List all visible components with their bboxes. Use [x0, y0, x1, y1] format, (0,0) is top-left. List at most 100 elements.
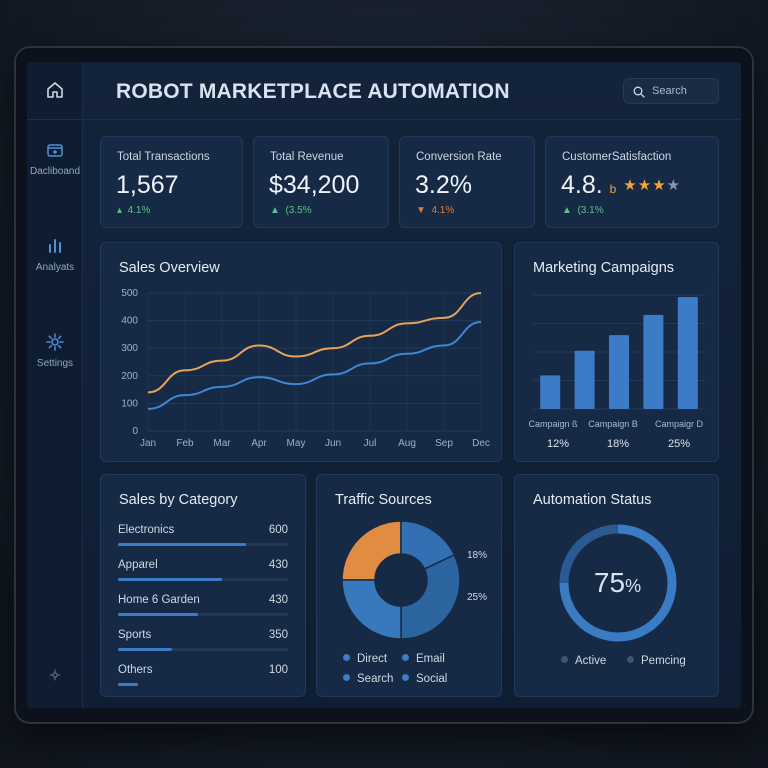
bar [643, 314, 664, 409]
star-rating: ★★★★ [623, 177, 681, 194]
category-label: Electronics [118, 524, 175, 536]
sidebar-item-settings[interactable]: Settings [27, 332, 83, 369]
donut-slice-direct [341, 520, 402, 581]
traffic-percent-label: 25% [467, 592, 488, 603]
stat-label: Conversion Rate [416, 151, 502, 163]
y-tick-label: 100 [121, 398, 138, 409]
category-row: Others 100 [118, 664, 288, 686]
x-tick-label: Mar [213, 438, 231, 449]
home-icon [47, 82, 63, 98]
category-value: 600 [268, 524, 288, 536]
traffic-donut-chart [341, 520, 461, 640]
stat-value: 1,567 [116, 171, 179, 199]
category-bar-track [118, 613, 288, 616]
x-tick-label: Dec [472, 438, 490, 449]
stat-card-satisfaction: CustomerSatisfaction 4.8. b ★★★★ ▲ (3.1% [545, 136, 719, 228]
category-value: 430 [268, 559, 288, 571]
marketing-bar-chart [533, 294, 705, 410]
category-bar-fill [118, 543, 246, 546]
legend-label: Active [575, 655, 607, 667]
sidebar-item-home[interactable] [27, 80, 83, 120]
stat-change: ▲ (3.5% [270, 205, 312, 216]
stat-value: 3.2% [415, 171, 472, 199]
sidebar-item-dashboard[interactable]: Dacliboand [27, 140, 83, 177]
marketing-campaigns-panel: Marketing Campaigns Campaign ß Campaign … [514, 242, 719, 462]
stat-value-suffix: b [609, 182, 617, 196]
x-tick-label: May [287, 438, 306, 449]
legend-label: Direct [357, 653, 388, 665]
legend-item-search: Search [343, 673, 393, 685]
category-row: Apparel 430 [118, 559, 288, 581]
panel-title: Sales by Category [119, 492, 238, 508]
stat-card-conversion: Conversion Rate 3.2% ▼ 4.1% [399, 136, 535, 228]
x-tick-label: Sep [435, 438, 453, 449]
legend-item-direct: Direct [343, 653, 387, 665]
category-label: Apparel [118, 559, 158, 571]
legend-item-pending: Pemcing [627, 655, 686, 667]
stat-card-transactions: Total Transactions 1,567 ▴ 4.1% [100, 136, 243, 228]
category-bar-track [118, 543, 288, 546]
stat-card-revenue: Total Revenue $34,200 ▲ (3.5% [253, 136, 389, 228]
legend-item-active: Active [561, 655, 606, 667]
sidebar: Dacliboand Analyats Settings [27, 62, 83, 708]
category-value: 100 [268, 664, 288, 676]
automation-value-number: 75 [593, 567, 626, 598]
campaign-label: Campaign ß [528, 419, 578, 429]
search-input[interactable]: Search [623, 78, 719, 104]
sidebar-item-analytics[interactable]: Analyats [27, 236, 83, 273]
y-tick-label: 400 [121, 316, 138, 327]
legend-label: Email [416, 653, 445, 665]
stat-change-value: 4.1% [431, 205, 455, 216]
category-label: Others [118, 664, 153, 676]
device-frame: Dacliboand Analyats Settings ROBOT MARKE… [14, 46, 754, 724]
traffic-percent-label: 18% [467, 550, 488, 561]
x-tick-label: Apr [251, 438, 267, 449]
category-bar-track [118, 683, 288, 686]
stat-change-value: (3.5% [285, 205, 312, 216]
header: ROBOT MARKETPLACE AUTOMATION Search [83, 62, 741, 120]
panel-title: Marketing Campaigns [533, 260, 675, 276]
stat-value-number: 4.8. [561, 171, 603, 199]
stat-label: Total Revenue [270, 151, 344, 163]
legend-label: Social [416, 673, 448, 685]
automation-value: 75% [515, 567, 720, 599]
dashboard-icon [47, 144, 63, 157]
sidebar-item-label: Analyats [35, 262, 75, 273]
bar [574, 350, 595, 409]
search-icon [633, 86, 645, 98]
category-label: Sports [118, 629, 152, 641]
automation-status-panel: Automation Status 75% Active Pemcing [514, 474, 719, 697]
category-label: Home 6 Garden [118, 594, 200, 606]
sidebar-item-bottom[interactable] [27, 668, 83, 688]
campaign-percent: 25% [667, 438, 691, 450]
sidebar-item-label: Dacliboand [29, 166, 81, 177]
legend-label: Search [357, 673, 394, 685]
bar [540, 375, 561, 409]
campaign-percent: 18% [606, 438, 630, 450]
legend-dot [561, 656, 568, 663]
y-tick-label: 500 [121, 288, 138, 299]
category-bar-fill [118, 613, 198, 616]
stat-change: ▼ 4.1% [416, 205, 454, 216]
category-value: 430 [268, 594, 288, 606]
panel-title: Automation Status [533, 492, 652, 508]
panel-title: Sales Overview [119, 260, 220, 276]
series-line-1 [147, 320, 482, 410]
traffic-sources-panel: Traffic Sources 18% 25% Direct Email Sea… [316, 474, 502, 697]
donut-slice-search [400, 553, 461, 640]
stat-change: ▴ 4.1% [117, 205, 150, 216]
automation-value-unit: % [625, 576, 642, 596]
x-tick-label: Aug [398, 438, 416, 449]
page-title: ROBOT MARKETPLACE AUTOMATION [116, 80, 510, 103]
legend-label: Pemcing [641, 655, 686, 667]
panel-title: Traffic Sources [335, 492, 432, 508]
y-tick-label: 300 [121, 343, 138, 354]
x-tick-label: Jul [364, 438, 377, 449]
legend-item-email: Email [402, 653, 445, 665]
trend-up-icon: ▲ [562, 205, 572, 216]
star-icon: ★ [637, 177, 653, 194]
dashboard-screen: Dacliboand Analyats Settings ROBOT MARKE… [27, 62, 741, 708]
sidebar-item-label: Settings [36, 358, 74, 369]
gear-icon [46, 333, 64, 351]
stat-change-value: (3.1% [577, 205, 604, 216]
